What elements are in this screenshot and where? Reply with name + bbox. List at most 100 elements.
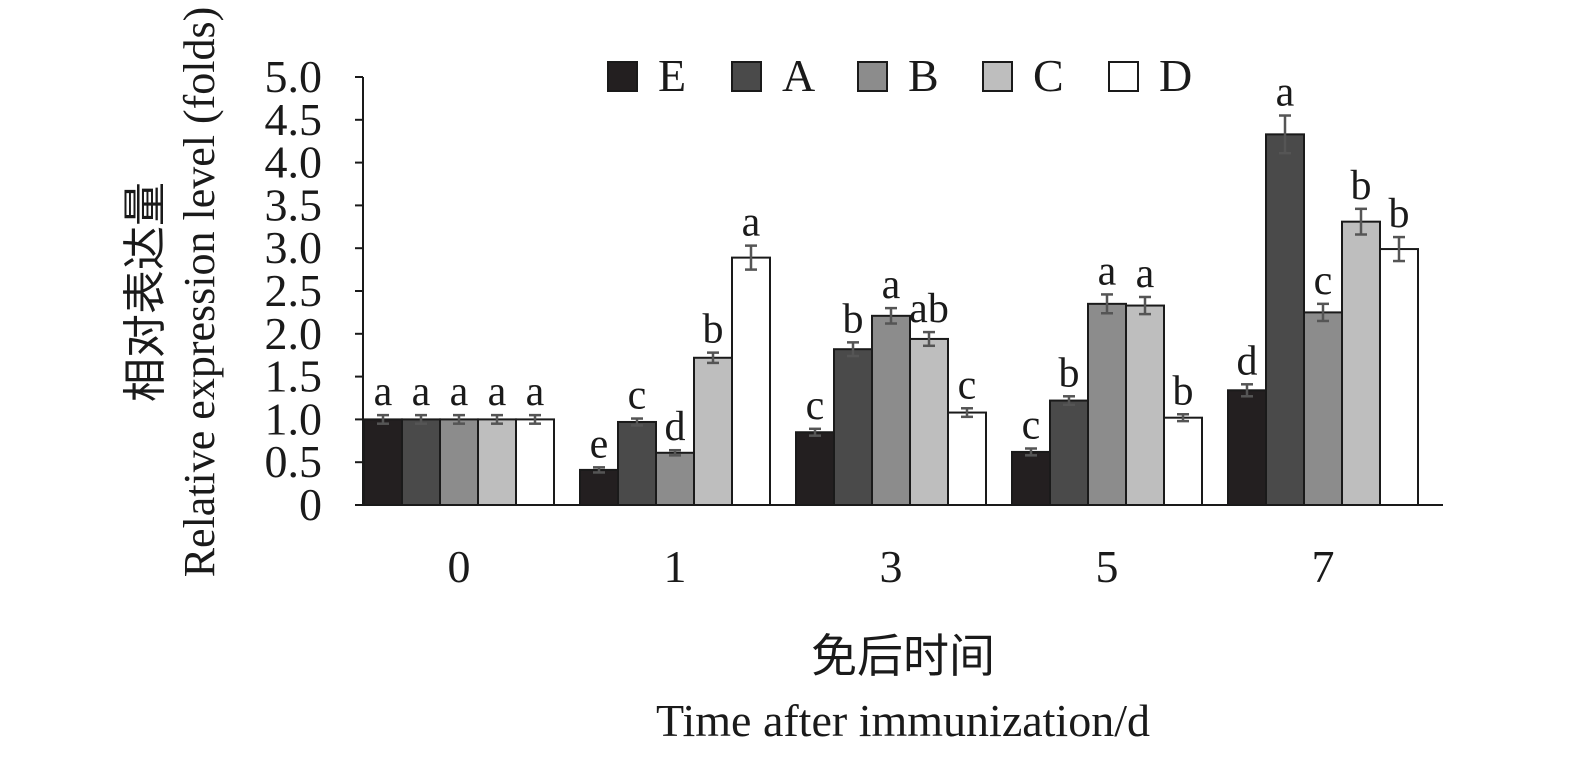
y-tick-label-0.5: 0.5 — [265, 436, 323, 487]
significance-label-A-day-5: b — [1059, 350, 1080, 396]
y-tick-label-5.0: 5.0 — [265, 51, 323, 102]
bar-B-day-5 — [1087, 302, 1127, 506]
x-tick-label-3: 3 — [880, 541, 903, 592]
bar-E-day-1 — [579, 468, 619, 506]
error-bar-C-day-0 — [491, 413, 503, 425]
bar-B-day-1 — [655, 451, 695, 506]
error-bar-E-day-5 — [1025, 447, 1037, 457]
error-bar-E-day-3 — [809, 427, 821, 437]
legend-swatch-E — [607, 61, 638, 92]
bar-C-day-0 — [477, 418, 517, 506]
x-tick-label-1: 1 — [664, 541, 687, 592]
y-tick-label-1.0: 1.0 — [265, 393, 323, 444]
significance-label-D-day-0: a — [526, 369, 545, 415]
bar-B-day-7 — [1303, 311, 1343, 506]
error-bar-A-day-7 — [1279, 114, 1291, 155]
x-axis-title-en: Time after immunization/d — [656, 695, 1150, 746]
bar-A-day-1 — [617, 420, 657, 506]
error-bar-C-day-7 — [1355, 207, 1367, 236]
y-tick-label-4.5: 4.5 — [265, 94, 323, 145]
error-bar-D-day-5 — [1177, 413, 1189, 423]
bar-D-day-3 — [947, 411, 987, 506]
y-tick-label-2.5: 2.5 — [265, 265, 323, 316]
error-bar-E-day-7 — [1241, 383, 1253, 398]
significance-label-C-day-3: ab — [909, 286, 949, 332]
error-bar-E-day-1 — [593, 466, 605, 474]
bar-C-day-3 — [909, 337, 949, 506]
error-bar-A-day-1 — [631, 417, 643, 427]
y-tick-label-0: 0 — [299, 479, 322, 530]
x-tick-label-5: 5 — [1096, 541, 1119, 592]
error-bar-A-day-5 — [1063, 395, 1075, 407]
error-bar-D-day-0 — [529, 413, 541, 425]
x-tick-label-0: 0 — [448, 541, 471, 592]
legend-swatch-D — [1108, 61, 1139, 92]
bar-C-day-1 — [693, 356, 733, 506]
significance-label-C-day-1: b — [703, 307, 724, 353]
significance-label-A-day-1: c — [628, 373, 647, 419]
error-bar-C-day-5 — [1139, 295, 1151, 316]
bar-D-day-0 — [515, 418, 555, 506]
legend-label-B: B — [908, 50, 939, 101]
bar-A-day-7 — [1265, 133, 1305, 507]
bar-B-day-3 — [871, 314, 911, 506]
bar-A-day-3 — [833, 348, 873, 507]
significance-label-B-day-7: c — [1314, 258, 1333, 304]
error-bar-B-day-0 — [453, 413, 465, 425]
y-tick-label-3.0: 3.0 — [265, 222, 323, 273]
significance-label-E-day-5: c — [1022, 403, 1041, 449]
bar-D-day-5 — [1163, 416, 1203, 506]
significance-label-A-day-0: a — [412, 369, 431, 415]
bar-D-day-1 — [731, 256, 771, 506]
significance-label-E-day-1: e — [590, 421, 609, 467]
error-bar-B-day-3 — [885, 306, 897, 325]
error-bar-D-day-1 — [745, 244, 757, 271]
significance-label-D-day-1: a — [742, 200, 761, 246]
bar-E-day-3 — [795, 431, 835, 506]
bar-C-day-5 — [1125, 304, 1165, 506]
bar-A-day-0 — [401, 418, 441, 506]
bar-E-day-0 — [363, 418, 403, 506]
significance-label-D-day-5: b — [1173, 368, 1194, 414]
significance-label-B-day-3: a — [882, 262, 901, 308]
significance-label-D-day-7: b — [1389, 191, 1410, 237]
significance-label-C-day-0: a — [488, 369, 507, 415]
bar-E-day-7 — [1227, 389, 1267, 506]
error-bar-C-day-1 — [707, 351, 719, 365]
y-tick-label-2.0: 2.0 — [265, 308, 323, 359]
y-tick-label-4.0: 4.0 — [265, 137, 323, 188]
error-bar-D-day-7 — [1393, 235, 1405, 263]
significance-label-E-day-7: d — [1237, 338, 1258, 384]
legend-label-E: E — [658, 50, 686, 101]
error-bar-A-day-0 — [415, 413, 427, 425]
significance-label-A-day-3: b — [843, 296, 864, 342]
y-axis-title-en: Relative expression level (folds) — [175, 7, 224, 578]
legend-swatch-C — [982, 61, 1013, 92]
significance-label-B-day-1: d — [665, 404, 686, 450]
bar-D-day-7 — [1379, 248, 1419, 506]
significance-label-C-day-7: b — [1351, 163, 1372, 209]
error-bar-B-day-5 — [1101, 293, 1113, 315]
x-tick-label-7: 7 — [1312, 541, 1335, 592]
legend-label-C: C — [1033, 50, 1064, 101]
error-bar-A-day-3 — [847, 341, 859, 358]
legend-swatch-A — [731, 61, 762, 92]
significance-label-E-day-0: a — [374, 369, 393, 415]
significance-label-C-day-5: a — [1136, 251, 1155, 297]
significance-label-D-day-3: c — [958, 362, 977, 408]
legend-label-A: A — [782, 50, 815, 101]
error-bar-C-day-3 — [923, 330, 935, 348]
y-tick-label-3.5: 3.5 — [265, 179, 323, 230]
significance-label-B-day-5: a — [1098, 248, 1117, 294]
y-axis-title-cn: 相对表达量 — [121, 182, 170, 402]
bar-A-day-5 — [1049, 399, 1089, 506]
error-bar-E-day-0 — [377, 413, 389, 425]
bar-E-day-5 — [1011, 450, 1051, 507]
x-axis-title-cn: 免后时间 — [811, 631, 995, 682]
legend-swatch-B — [857, 61, 888, 92]
error-bar-B-day-7 — [1317, 302, 1329, 323]
significance-label-E-day-3: c — [806, 383, 825, 429]
